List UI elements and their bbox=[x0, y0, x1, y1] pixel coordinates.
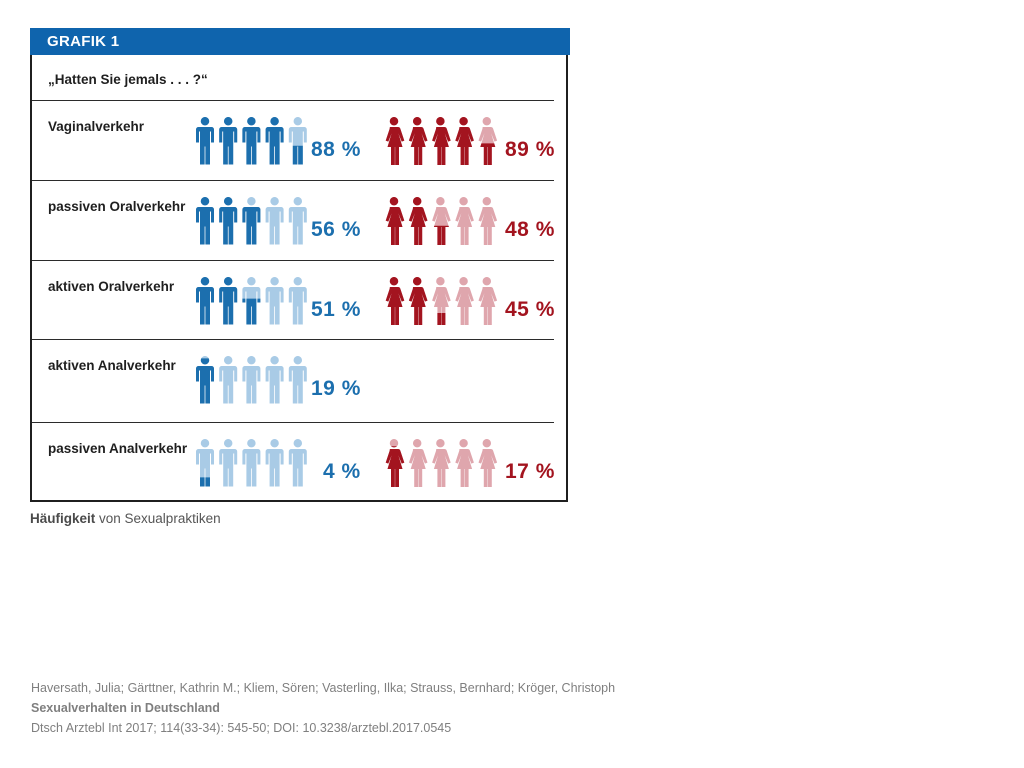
citation-title: Sexualverhalten in Deutschland bbox=[31, 701, 220, 715]
male-figure-icon bbox=[242, 117, 261, 165]
row-label: passiven Oralverkehr bbox=[48, 199, 186, 214]
male-figure-icon bbox=[219, 117, 238, 165]
female-figure-icon bbox=[385, 439, 405, 487]
female-figure-icon bbox=[455, 277, 474, 325]
male-figure-icon bbox=[288, 197, 307, 245]
female-figure-icon bbox=[408, 277, 428, 325]
male-figure-icon bbox=[196, 356, 214, 404]
female-figure-icon bbox=[478, 277, 498, 325]
male-figure-icon bbox=[265, 197, 284, 245]
citation: Haversath, Julia; Gärttner, Kathrin M.; … bbox=[31, 678, 615, 738]
row-separator bbox=[32, 339, 554, 340]
female-figure-icon bbox=[478, 197, 498, 245]
male-percent-label: 19 % bbox=[311, 377, 361, 400]
male-figure-icon bbox=[265, 356, 284, 404]
row-separator bbox=[32, 100, 554, 101]
male-figure-icon bbox=[242, 277, 261, 325]
female-figure-icon bbox=[455, 439, 474, 487]
male-figure-icon bbox=[242, 439, 261, 487]
male-figure-icon bbox=[288, 117, 307, 165]
row-label: aktiven Oralverkehr bbox=[48, 279, 175, 294]
male-figure-icon bbox=[288, 356, 307, 404]
male-figure-icon bbox=[242, 356, 261, 404]
male-figure-icon bbox=[265, 117, 284, 165]
row-separator bbox=[32, 180, 554, 181]
figure-header: GRAFIK 1 bbox=[47, 33, 120, 50]
male-figure-icon bbox=[265, 439, 284, 487]
female-figure-icon bbox=[385, 277, 405, 325]
female-figure-icon bbox=[478, 117, 498, 165]
female-figure-icon bbox=[432, 197, 451, 245]
male-icons-row-4 bbox=[196, 439, 307, 487]
pictogram-rows: Vaginalverkehr 88 % 89 % passiven Oralverke… bbox=[32, 28, 566, 500]
male-figure-icon bbox=[219, 277, 238, 325]
female-percent-label: 48 % bbox=[505, 218, 555, 241]
caption-bold: Häufigkeit bbox=[30, 511, 96, 526]
male-percent-label: 88 % bbox=[311, 138, 361, 161]
female-icons-row-4 bbox=[385, 439, 498, 487]
female-percent-label: 17 % bbox=[505, 460, 555, 483]
row-label: passiven Analverkehr bbox=[48, 441, 188, 456]
row-label: aktiven Analverkehr bbox=[48, 358, 176, 373]
male-figure-icon bbox=[219, 356, 238, 404]
male-figure-icon bbox=[196, 439, 214, 487]
male-percent-label: 4 % bbox=[323, 460, 361, 483]
female-icons-row-2 bbox=[385, 277, 498, 325]
male-figure-icon bbox=[288, 439, 307, 487]
female-figure-icon bbox=[385, 197, 405, 245]
male-icons-row-0 bbox=[196, 117, 307, 165]
row-separator bbox=[32, 260, 554, 261]
female-percent-label: 89 % bbox=[505, 138, 555, 161]
female-figure-icon bbox=[432, 277, 451, 325]
citation-authors: Haversath, Julia; Gärttner, Kathrin M.; … bbox=[31, 681, 616, 695]
male-percent-label: 51 % bbox=[311, 298, 361, 321]
male-figure-icon bbox=[219, 439, 238, 487]
male-figure-icon bbox=[196, 277, 214, 325]
female-figure-icon bbox=[408, 117, 428, 165]
female-figure-icon bbox=[385, 117, 405, 165]
row-label: Vaginalverkehr bbox=[48, 119, 145, 134]
male-figure-icon bbox=[196, 197, 214, 245]
row-separator bbox=[32, 422, 554, 423]
male-figure-icon bbox=[196, 117, 214, 165]
female-figure-icon bbox=[455, 197, 474, 245]
female-figure-icon bbox=[432, 439, 451, 487]
figure-header-bar: GRAFIK 1 bbox=[30, 28, 570, 55]
female-figure-icon bbox=[408, 197, 428, 245]
female-figure-icon bbox=[455, 117, 474, 165]
male-figure-icon bbox=[242, 197, 261, 245]
citation-source: Dtsch Arztebl Int 2017; 114(33-34): 545-… bbox=[31, 721, 452, 735]
figure: GRAFIK 1 „Hatten Sie jemals . . . ?“ Vag… bbox=[30, 28, 570, 502]
male-icons-row-1 bbox=[196, 197, 307, 245]
male-icons-row-3 bbox=[196, 356, 307, 404]
male-percent-label: 56 % bbox=[311, 218, 361, 241]
figure-caption: Häufigkeit von Sexualpraktiken bbox=[30, 511, 221, 526]
male-figure-icon bbox=[219, 197, 238, 245]
male-figure-icon bbox=[265, 277, 284, 325]
female-figure-icon bbox=[432, 117, 451, 165]
male-figure-icon bbox=[288, 277, 307, 325]
female-figure-icon bbox=[478, 439, 498, 487]
question-text: „Hatten Sie jemals . . . ?“ bbox=[48, 72, 208, 87]
female-icons-row-0 bbox=[385, 117, 498, 165]
female-figure-icon bbox=[408, 439, 428, 487]
caption-rest: von Sexualpraktiken bbox=[95, 511, 221, 526]
male-icons-row-2 bbox=[196, 277, 307, 325]
female-icons-row-1 bbox=[385, 197, 498, 245]
female-percent-label: 45 % bbox=[505, 298, 555, 321]
